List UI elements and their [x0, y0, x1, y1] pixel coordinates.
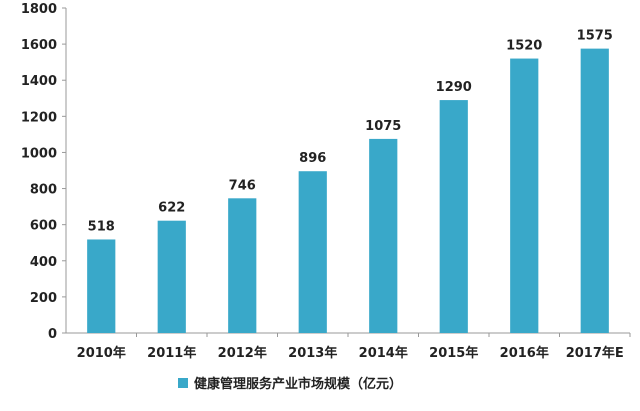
- x-tick-label: 2016年: [500, 345, 549, 361]
- bar: [510, 58, 539, 334]
- x-tick-label: 2011年: [147, 345, 196, 361]
- bar: [228, 198, 257, 333]
- data-label: 746: [229, 178, 256, 193]
- x-tick-label: 2015年: [429, 345, 478, 361]
- bar: [439, 100, 468, 333]
- x-tick-label: 2017年E: [566, 345, 624, 361]
- bar: [369, 138, 398, 333]
- x-axis: 2010年 2011年 2012年 2013年 2014年 2015年 2016年 2017年…: [66, 332, 631, 361]
- data-label: 1520: [506, 39, 542, 54]
- y-tick-label: 800: [30, 183, 57, 198]
- data-labels: 518 622 746 896 1075 1290 1520 1575: [88, 29, 613, 235]
- legend-swatch: [178, 378, 188, 388]
- bar: [580, 48, 609, 333]
- data-label: 1075: [365, 119, 401, 134]
- data-label: 518: [88, 219, 115, 234]
- y-tick-label: 1800: [21, 2, 57, 17]
- data-label: 1575: [577, 29, 613, 44]
- legend-label: 健康管理服务产业市场规模（亿元）: [194, 376, 402, 392]
- data-label: 896: [299, 151, 326, 166]
- bar: [87, 239, 116, 333]
- x-tick-label: 2014年: [359, 345, 408, 361]
- y-axis: 0 200 400 600 800 1000 1200 1400 1600 1800: [21, 2, 67, 342]
- x-tick-label: 2012年: [218, 345, 267, 361]
- data-label: 622: [158, 201, 185, 216]
- y-tick-label: 400: [30, 255, 57, 270]
- y-tick-label: 1200: [21, 110, 57, 125]
- y-tick-label: 1000: [21, 146, 57, 161]
- data-label: 1290: [436, 80, 472, 95]
- x-tick-label: 2010年: [77, 345, 126, 361]
- y-tick-label: 0: [48, 327, 57, 342]
- x-tick-label: 2013年: [288, 345, 337, 361]
- y-tick-label: 200: [30, 291, 57, 306]
- y-tick-label: 1600: [21, 38, 57, 53]
- bars: [87, 48, 609, 334]
- y-tick-label: 600: [30, 219, 57, 234]
- bar: [298, 171, 327, 333]
- legend: 健康管理服务产业市场规模（亿元）: [178, 376, 402, 392]
- bar: [157, 220, 186, 333]
- y-tick-label: 1400: [21, 74, 57, 89]
